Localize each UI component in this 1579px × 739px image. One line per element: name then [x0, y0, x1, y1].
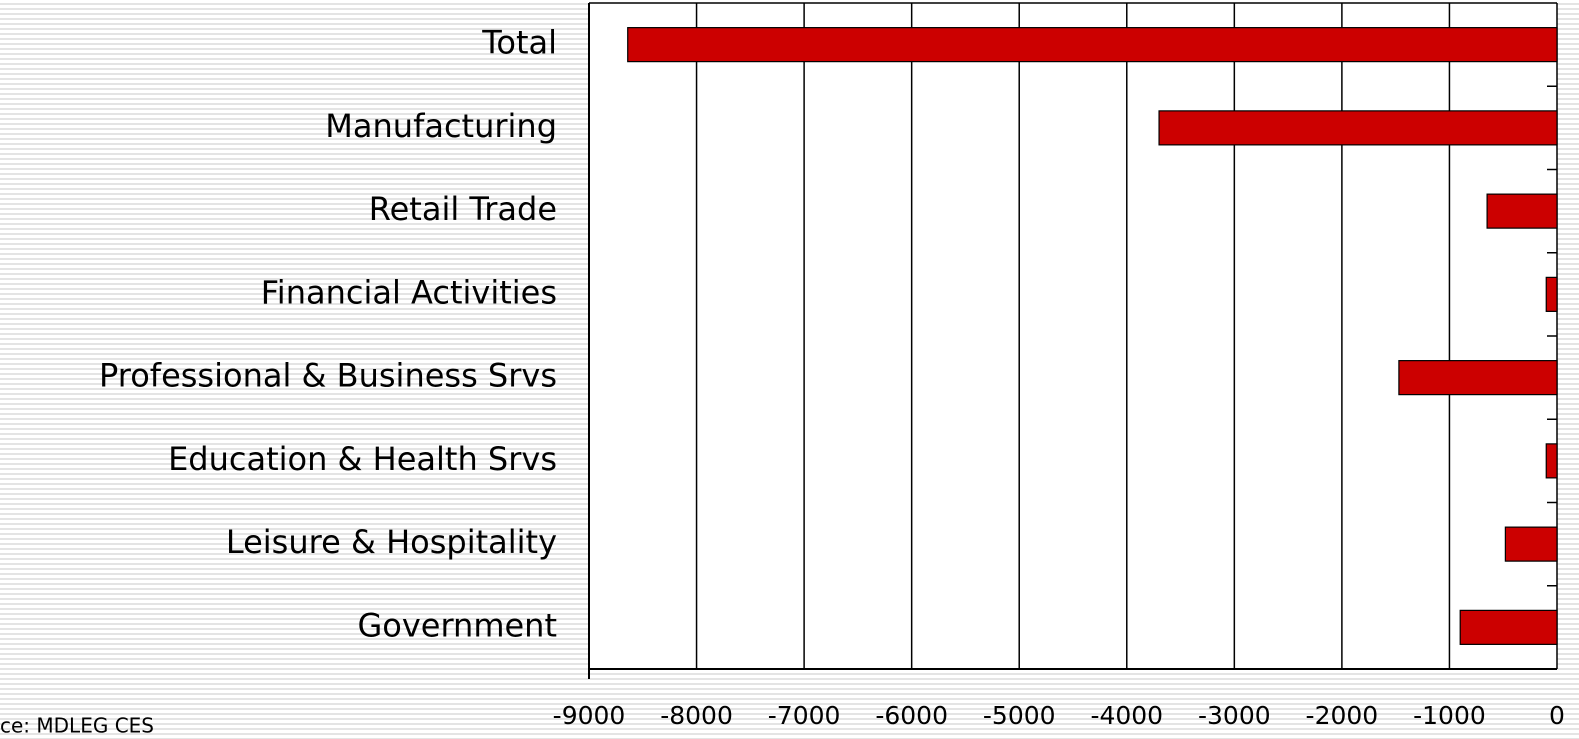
y-tick-label: Leisure & Hospitality	[226, 523, 557, 561]
source-note: ce: MDLEG CES	[0, 714, 154, 738]
x-tick-label: -5000	[983, 701, 1056, 730]
bar	[1486, 193, 1558, 229]
y-tick-label: Financial Activities	[261, 273, 557, 311]
x-tick-label: -2000	[1306, 701, 1379, 730]
x-tick-label: -9000	[553, 701, 626, 730]
bar	[627, 27, 1558, 63]
x-tick-label: -4000	[1090, 701, 1163, 730]
x-tick-label: -6000	[875, 701, 948, 730]
bar	[1545, 276, 1558, 312]
y-tick-label: Government	[357, 606, 557, 644]
y-tick-label: Total	[481, 24, 557, 62]
bar	[1545, 443, 1558, 479]
bar	[1158, 110, 1558, 146]
bar	[1398, 360, 1558, 396]
bar	[1459, 609, 1558, 645]
y-tick-label: Education & Health Srvs	[168, 440, 557, 478]
x-tick-label: -7000	[768, 701, 841, 730]
bar	[1504, 526, 1558, 562]
x-tick-label: -8000	[660, 701, 733, 730]
plot-area	[589, 3, 1557, 669]
x-tick-label: -3000	[1198, 701, 1271, 730]
x-tick-label: 0	[1549, 701, 1565, 730]
x-tick-label: -1000	[1413, 701, 1486, 730]
y-tick-label: Manufacturing	[325, 107, 557, 145]
y-tick-label: Retail Trade	[369, 190, 557, 228]
y-tick-label: Professional & Business Srvs	[99, 357, 557, 395]
